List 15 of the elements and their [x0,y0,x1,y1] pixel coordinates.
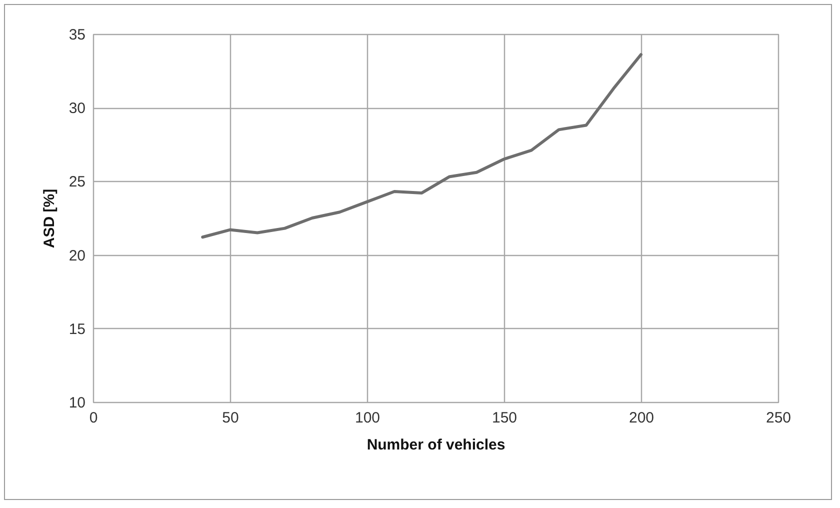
x-tick-label: 200 [628,410,654,426]
x-tick-label: 150 [492,410,518,426]
x-tick-label: 250 [766,410,792,426]
x-tick-label: 0 [89,410,98,426]
line-series [201,53,642,239]
y-tick-label: 20 [68,247,86,264]
x-tick-label: 100 [354,410,380,426]
x-tick-label: 50 [222,410,239,426]
y-axis-title: ASD [%] [40,188,58,248]
y-tick-label: 35 [68,26,86,44]
y-tick-label: 15 [68,320,86,338]
y-tick-label: 30 [68,100,86,118]
x-axis-title: Number of vehicles [366,436,506,454]
y-tick-label: 10 [68,394,86,412]
y-tick-label: 25 [68,174,86,191]
